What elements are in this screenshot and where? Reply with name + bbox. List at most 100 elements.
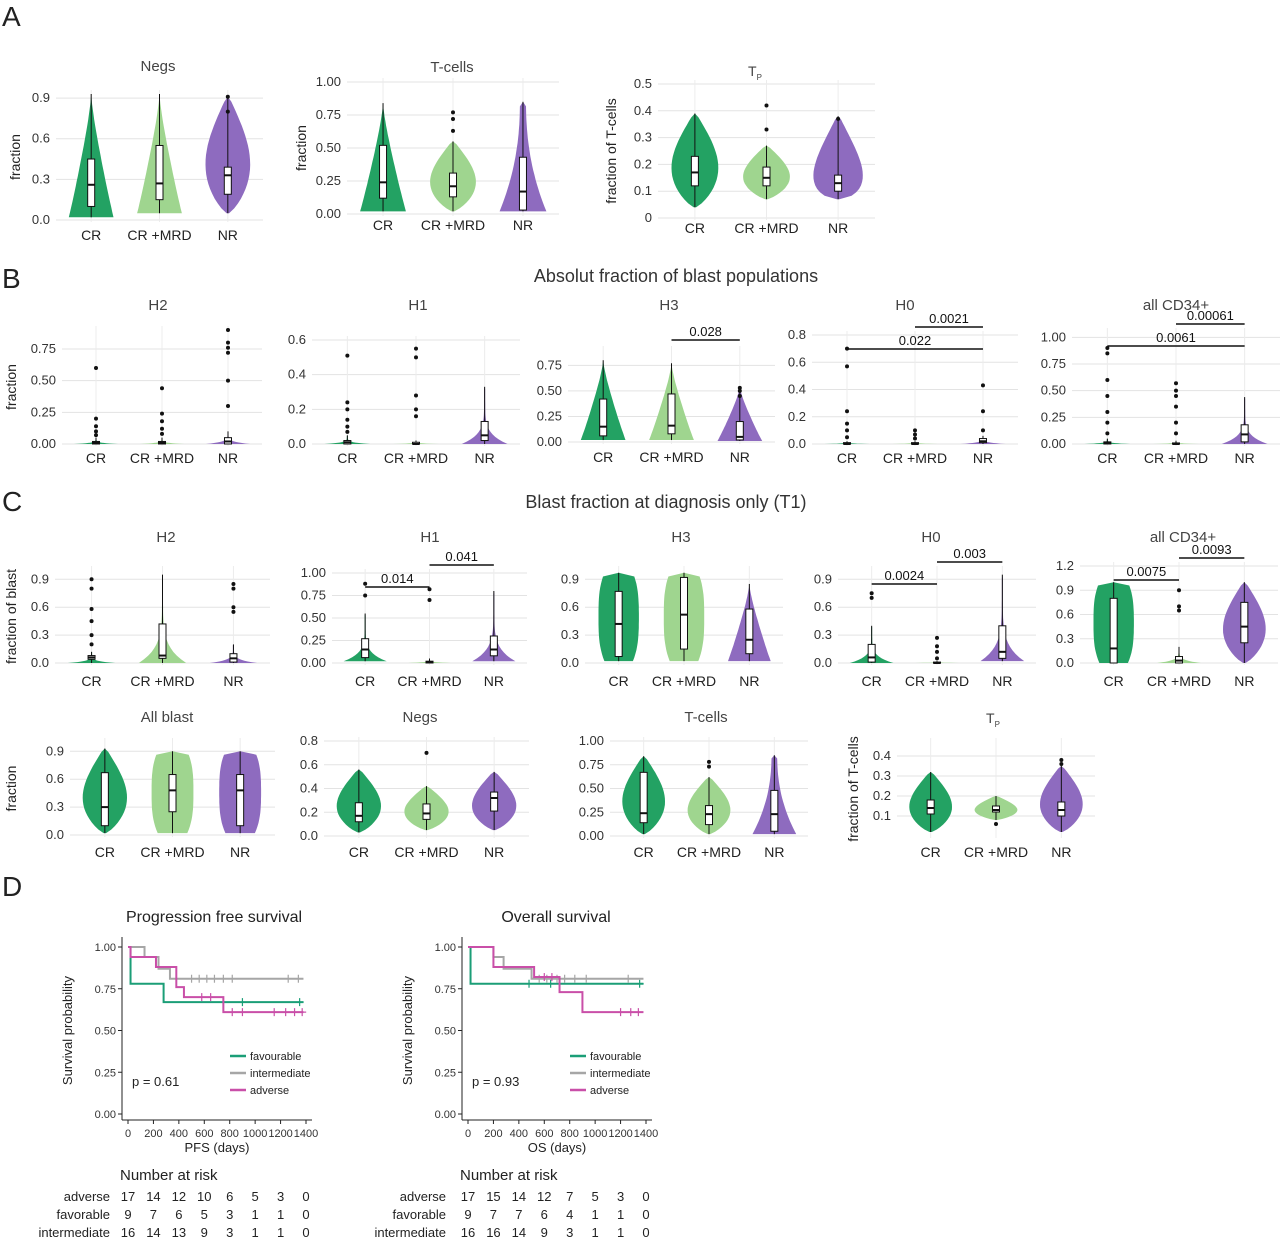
y-axis-label: fraction	[293, 125, 309, 171]
risk-value: 0	[642, 1207, 649, 1222]
x-tick-label: CR	[349, 844, 369, 860]
box	[599, 398, 608, 437]
y-tick-label: 0.25	[435, 1067, 456, 1079]
x-tick-label: CR +MRD	[677, 844, 741, 860]
outlier-point	[935, 656, 939, 661]
p-value-label: 0.028	[689, 324, 722, 339]
legend-label: adverse	[590, 1085, 629, 1097]
risk-value: 0	[302, 1225, 309, 1239]
violin-chart: 0.0 0.3 0.6 0.9 H2 fraction of blast CR CR +MRD…	[3, 529, 270, 689]
outlier-point	[845, 428, 850, 433]
p-value-label: p = 0.93	[472, 1074, 519, 1089]
outlier-point	[913, 432, 917, 437]
violin-chart: 0.0 0.2 0.4 0.6 0.8 Negs CR CR +MRD NR	[300, 709, 529, 860]
outlier-point	[1059, 762, 1064, 766]
outlier-point	[845, 364, 850, 369]
risk-value: 4	[566, 1207, 573, 1222]
y-tick-label: 0.6	[288, 332, 306, 347]
risk-value: 13	[172, 1225, 186, 1239]
risk-value: 7	[490, 1207, 497, 1222]
outlier-point	[424, 750, 429, 755]
outlier-point	[89, 577, 94, 582]
x-tick-label: CR	[685, 220, 705, 236]
box	[379, 144, 388, 199]
y-tick-label: 0.75	[316, 107, 341, 122]
outlier-point	[1174, 388, 1178, 393]
x-tick-label: 1000	[243, 1128, 267, 1140]
x-tick-label: NR	[484, 673, 504, 689]
x-tick-label: 600	[535, 1128, 553, 1140]
box	[480, 420, 489, 442]
x-tick-label: NR	[1234, 673, 1254, 689]
box	[639, 771, 648, 824]
y-axis-label: Survival probability	[60, 975, 75, 1085]
risk-value: 3	[566, 1225, 573, 1239]
x-tick-label: NR	[1051, 844, 1071, 860]
risk-value: 6	[541, 1207, 548, 1222]
risk-value: 14	[512, 1225, 526, 1239]
x-tick-label: NR	[764, 844, 784, 860]
y-tick-label: 0.3	[46, 799, 64, 814]
y-tick-label: 0.0	[32, 212, 50, 227]
x-tick-label: CR +MRD	[639, 449, 703, 465]
x-tick-label: CR	[373, 217, 393, 233]
outlier-point	[414, 407, 418, 412]
panel-letter-d: D	[2, 871, 22, 902]
risk-value: 6	[175, 1207, 182, 1222]
y-tick-label: 0.9	[31, 571, 49, 586]
chart-title: H3	[671, 529, 690, 546]
legend-label: intermediate	[590, 1068, 651, 1080]
x-tick-label: CR +MRD	[421, 217, 485, 233]
risk-value: 9	[464, 1207, 471, 1222]
outlier-point	[89, 642, 94, 647]
y-tick-label: 0.75	[301, 588, 326, 603]
risk-table-title: Number at risk	[460, 1167, 558, 1184]
outlier-point	[427, 598, 432, 602]
risk-value: 9	[201, 1225, 208, 1239]
x-tick-label: 0	[465, 1128, 471, 1140]
outlier-point	[345, 417, 350, 422]
chart-title: H2	[156, 529, 175, 546]
risk-row-label: adverse	[64, 1189, 110, 1204]
violin-chart: 0.0 0.2 0.4 0.6 H1 CR CR +MRD NR	[288, 297, 520, 466]
risk-value: 16	[121, 1225, 135, 1239]
chart-title: T-cells	[430, 59, 473, 76]
outlier-point	[980, 409, 985, 414]
y-tick-label: 0.0	[300, 828, 318, 843]
x-tick-label: 1200	[268, 1128, 292, 1140]
y-tick-label: 0.75	[435, 984, 456, 996]
outlier-point	[160, 426, 164, 431]
outlier-point	[451, 116, 455, 121]
outlier-point	[1105, 431, 1110, 436]
box	[354, 802, 363, 823]
survival-curve	[128, 946, 304, 1014]
y-tick-label: 0.9	[814, 571, 832, 586]
chart-title: T-cells	[684, 709, 727, 726]
y-tick-label: 0.75	[579, 757, 604, 772]
x-tick-label: CR	[837, 450, 857, 466]
risk-value: 0	[302, 1189, 309, 1204]
y-tick-label: 0.3	[1056, 631, 1074, 646]
box	[770, 789, 779, 832]
y-tick-label: 0.3	[814, 627, 832, 642]
risk-value: 1	[592, 1207, 599, 1222]
outlier-point	[1105, 378, 1110, 382]
risk-value: 1	[277, 1207, 284, 1222]
x-tick-label: CR +MRD	[384, 450, 448, 466]
x-tick-label: NR	[230, 844, 250, 860]
risk-value: 1	[277, 1225, 284, 1239]
outlier-point	[231, 581, 236, 586]
x-tick-label: NR	[1235, 450, 1255, 466]
y-tick-label: 0.6	[31, 599, 49, 614]
outlier-point	[231, 609, 236, 614]
y-tick-label: 0.3	[634, 130, 652, 145]
violin-chart: 0 0.1 0.2 0.3 0.4 0.5 TP fraction of T-cells CR C…	[603, 63, 875, 236]
y-tick-label: 0.25	[95, 1067, 116, 1079]
x-tick-label: NR	[973, 450, 993, 466]
outlier-point	[1174, 394, 1178, 398]
outlier-point	[225, 109, 230, 114]
y-tick-label: 0.75	[537, 357, 562, 372]
outlier-point	[94, 433, 98, 438]
risk-value: 12	[537, 1189, 551, 1204]
y-axis-label: fraction	[3, 766, 19, 812]
